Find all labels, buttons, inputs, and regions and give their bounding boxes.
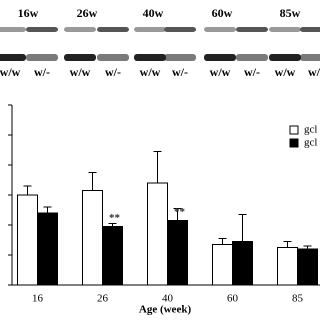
lane-age-label: 26w (77, 6, 98, 20)
error-bar (88, 172, 97, 191)
error-bar (153, 151, 162, 183)
legend-swatch (289, 125, 299, 135)
x-tick-label: 85 (292, 293, 304, 305)
blot-band (236, 54, 268, 61)
error-bar (303, 245, 312, 249)
lane-age-label: 16w (18, 6, 39, 20)
lane-age-label: 60w (212, 6, 233, 20)
genotype-label: w/w (140, 65, 161, 79)
genotype-label: w/w (0, 65, 21, 79)
bar (212, 244, 233, 286)
error-bar (218, 238, 227, 245)
blot-band (26, 54, 58, 61)
x-tick-label: 26 (97, 293, 109, 305)
genotype-label: w/w (70, 65, 91, 79)
blot-band (300, 27, 320, 32)
error-bar (43, 206, 52, 213)
error-bar (23, 185, 32, 195)
blot-band (164, 54, 196, 61)
blot-band (0, 54, 26, 61)
blot-band (97, 54, 129, 61)
bar (167, 220, 188, 286)
genotype-label: w/w (210, 65, 231, 79)
blot-band (26, 27, 58, 32)
bar (147, 182, 168, 286)
bar (277, 247, 298, 286)
bar (232, 241, 253, 286)
blot-band (134, 54, 166, 61)
significance-mark: ** (109, 212, 121, 224)
error-bar (283, 241, 292, 248)
blot-band (0, 27, 26, 32)
error-bar (238, 214, 247, 242)
genotype-label: w/w (275, 65, 296, 79)
blot-band (64, 54, 96, 61)
lane-age-label: 85w (280, 6, 301, 20)
bar (297, 248, 318, 286)
x-tick-label: 60 (227, 293, 239, 305)
blot-band (269, 54, 301, 61)
blot-band (64, 27, 96, 32)
blot-band (97, 27, 129, 32)
blot-band (164, 27, 196, 32)
legend-label: gcl (304, 124, 317, 136)
blot-band (204, 27, 236, 32)
blot-bands (0, 27, 320, 61)
error-bar (173, 208, 182, 221)
bar (17, 194, 38, 286)
blot-band (204, 54, 236, 61)
x-tick-label: 40 (162, 293, 174, 305)
blot-band (269, 27, 301, 32)
bar (102, 226, 123, 286)
genotype-label: w/- (244, 65, 260, 79)
legend-label: gcl (304, 137, 317, 149)
blot-band (134, 27, 166, 32)
genotype-label: w/- (105, 65, 121, 79)
bar (82, 190, 103, 286)
x-tick-label: 16 (32, 293, 44, 305)
x-axis-label: Age (week) (139, 304, 192, 316)
lane-age-label: 40w (143, 6, 164, 20)
genotype-label: w/- (308, 65, 320, 79)
bar (37, 212, 58, 286)
legend-swatch (289, 138, 299, 148)
significance-mark: ** (174, 206, 186, 218)
blot-band (236, 27, 268, 32)
genotype-label: w/- (172, 65, 188, 79)
genotype-label: w/- (34, 65, 50, 79)
blot-band (300, 54, 320, 61)
error-bar (108, 223, 117, 227)
